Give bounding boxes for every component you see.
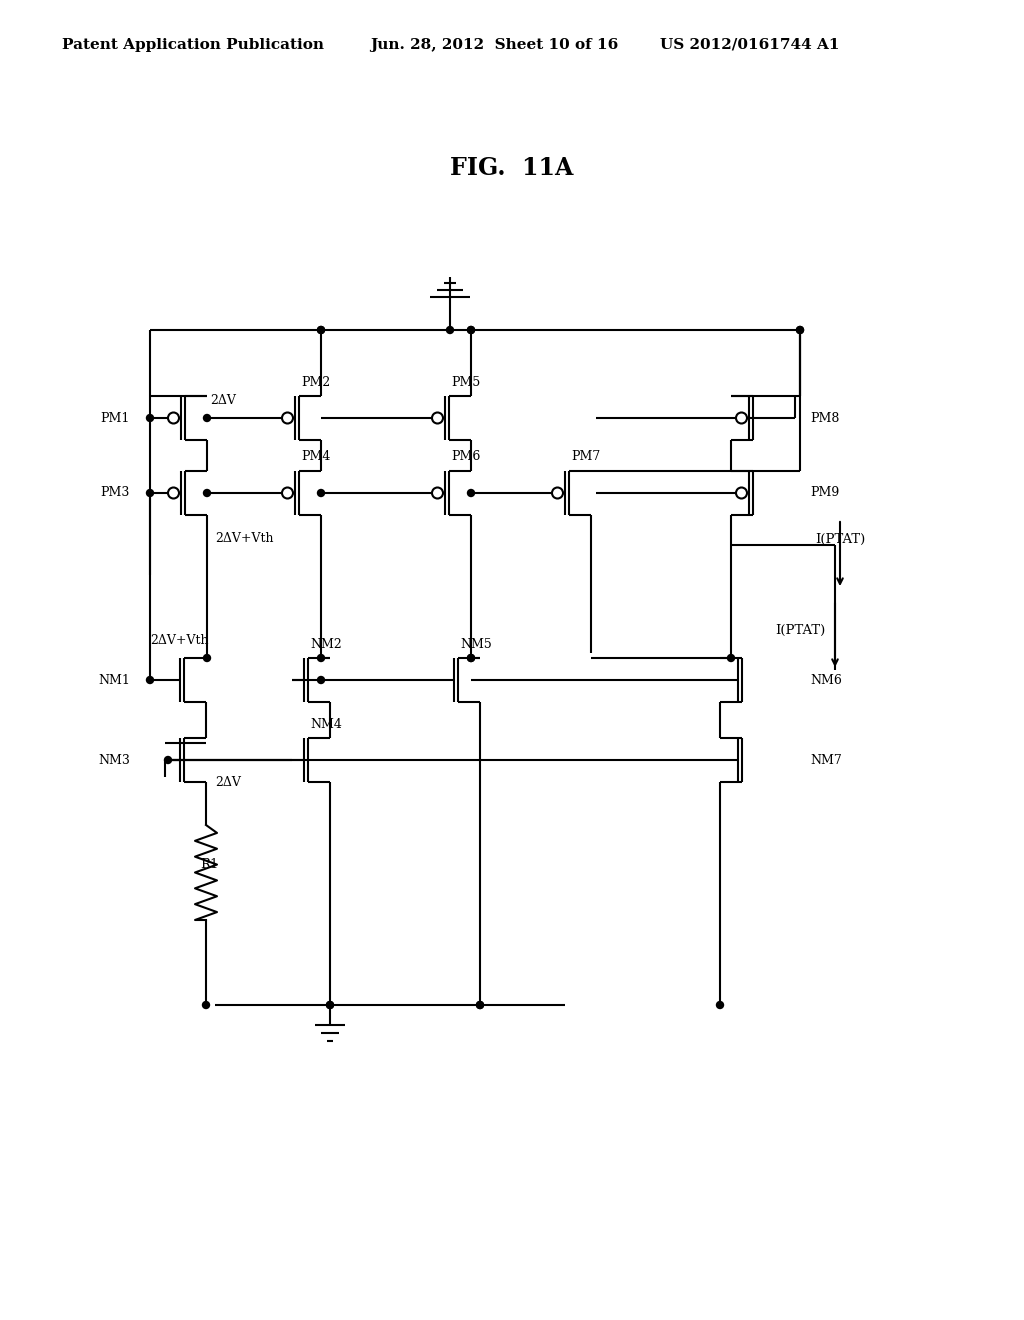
Circle shape xyxy=(204,490,211,496)
Circle shape xyxy=(317,676,325,684)
Text: PM1: PM1 xyxy=(100,412,130,425)
Text: PM4: PM4 xyxy=(301,450,331,463)
Text: 2ΔV+Vth: 2ΔV+Vth xyxy=(215,532,273,544)
Circle shape xyxy=(327,1002,334,1008)
Text: PM3: PM3 xyxy=(100,487,130,499)
Text: 2ΔV: 2ΔV xyxy=(210,393,236,407)
Text: I(PTAT): I(PTAT) xyxy=(775,623,825,636)
Circle shape xyxy=(468,655,474,661)
Circle shape xyxy=(317,326,325,334)
Circle shape xyxy=(317,326,325,334)
Circle shape xyxy=(146,676,154,684)
Circle shape xyxy=(797,326,804,334)
Text: NM1: NM1 xyxy=(98,673,130,686)
Text: Patent Application Publication: Patent Application Publication xyxy=(62,38,324,51)
Circle shape xyxy=(317,655,325,661)
Text: R1: R1 xyxy=(200,858,218,870)
Circle shape xyxy=(204,414,211,421)
Circle shape xyxy=(476,1002,483,1008)
Circle shape xyxy=(204,655,211,661)
Text: NM7: NM7 xyxy=(810,754,842,767)
Text: Jun. 28, 2012  Sheet 10 of 16: Jun. 28, 2012 Sheet 10 of 16 xyxy=(370,38,618,51)
Text: 2ΔV: 2ΔV xyxy=(215,776,241,788)
Text: PM9: PM9 xyxy=(810,487,840,499)
Circle shape xyxy=(446,326,454,334)
Text: NM5: NM5 xyxy=(460,638,492,651)
Text: NM2: NM2 xyxy=(310,638,342,651)
Circle shape xyxy=(476,1002,483,1008)
Text: PM5: PM5 xyxy=(451,375,480,388)
Circle shape xyxy=(327,1002,334,1008)
Text: PM2: PM2 xyxy=(301,375,331,388)
Circle shape xyxy=(468,655,474,661)
Circle shape xyxy=(797,326,804,334)
Circle shape xyxy=(317,490,325,496)
Text: NM4: NM4 xyxy=(310,718,342,730)
Circle shape xyxy=(468,490,474,496)
Circle shape xyxy=(727,655,734,661)
Text: FIG.  11A: FIG. 11A xyxy=(451,156,573,180)
Circle shape xyxy=(203,1002,210,1008)
Circle shape xyxy=(468,326,474,334)
Circle shape xyxy=(468,326,474,334)
Text: 2ΔV+Vth: 2ΔV+Vth xyxy=(150,634,209,647)
Text: I(PTAT): I(PTAT) xyxy=(815,532,865,545)
Text: NM6: NM6 xyxy=(810,673,842,686)
Text: PM6: PM6 xyxy=(451,450,480,463)
Circle shape xyxy=(146,414,154,421)
Text: US 2012/0161744 A1: US 2012/0161744 A1 xyxy=(660,38,840,51)
Text: PM8: PM8 xyxy=(810,412,840,425)
Text: PM7: PM7 xyxy=(571,450,600,463)
Circle shape xyxy=(717,1002,724,1008)
Circle shape xyxy=(165,756,171,763)
Circle shape xyxy=(146,490,154,496)
Text: NM3: NM3 xyxy=(98,754,130,767)
